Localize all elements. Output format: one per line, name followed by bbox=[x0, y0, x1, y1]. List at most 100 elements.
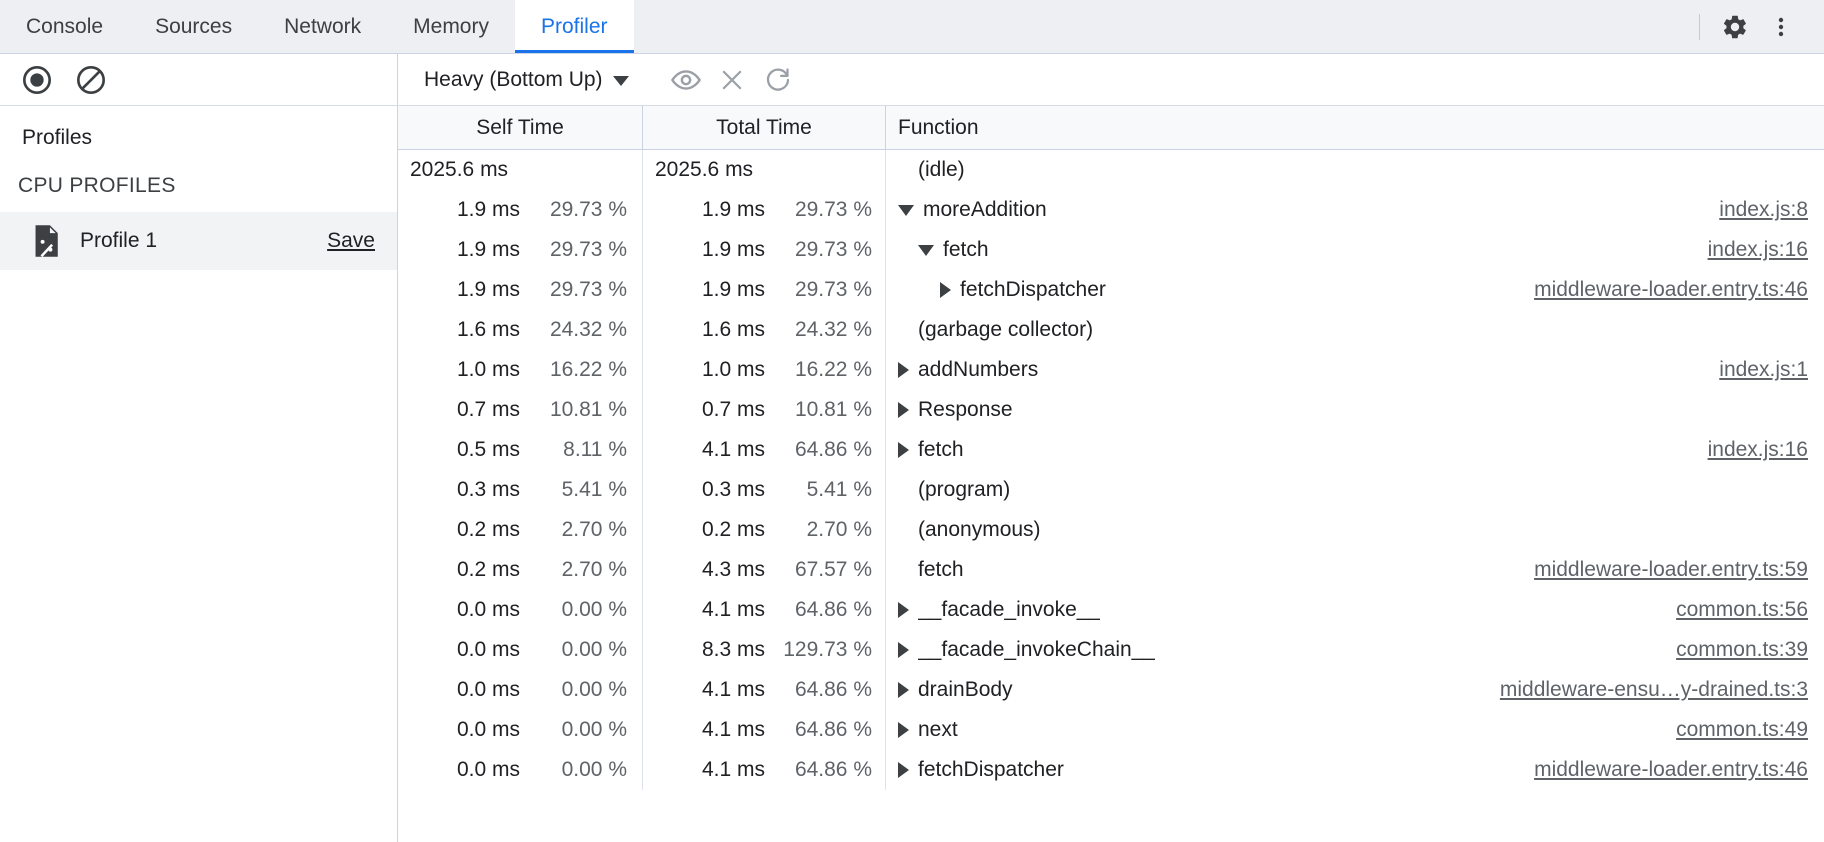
triangle-down-icon[interactable] bbox=[898, 204, 914, 216]
source-location-link[interactable]: common.ts:49 bbox=[1676, 718, 1808, 741]
self-time-value: 0.2 ms bbox=[456, 558, 520, 581]
source-location-link[interactable]: middleware-ensu…y-drained.ts:3 bbox=[1499, 678, 1808, 701]
self-time-value: 0.2 ms bbox=[456, 518, 520, 541]
table-row[interactable]: 1.9 ms 29.73 % 1.9 ms 29.73 % fetchDispatche… bbox=[398, 270, 1824, 310]
source-location-link[interactable]: middleware-loader.entry.ts:59 bbox=[1534, 558, 1808, 581]
total-time-percent: 10.81 % bbox=[794, 398, 872, 421]
cell-function: moreAddition index.js:8 bbox=[886, 190, 1824, 230]
self-time-percent: 0.00 % bbox=[561, 678, 627, 701]
self-time-value: 0.3 ms bbox=[456, 478, 520, 501]
table-row[interactable]: 1.9 ms 29.73 % 1.9 ms 29.73 % fetch index.js:… bbox=[398, 230, 1824, 270]
function-name: drainBody bbox=[918, 678, 1013, 701]
function-name: moreAddition bbox=[923, 198, 1047, 221]
function-name-wrapper: (garbage collector) bbox=[898, 318, 1808, 342]
column-header-function[interactable]: Function bbox=[898, 115, 979, 139]
triangle-right-icon[interactable] bbox=[898, 442, 909, 458]
cell-total-time: 4.3 ms 67.57 % bbox=[643, 550, 886, 590]
clear-prohibited-icon[interactable] bbox=[70, 59, 112, 101]
total-time-value: 4.1 ms bbox=[701, 758, 765, 781]
cell-self-time: 2025.6 ms bbox=[398, 150, 643, 190]
source-location-link[interactable]: index.js:16 bbox=[1707, 238, 1808, 261]
gear-icon[interactable] bbox=[1714, 6, 1756, 48]
table-row[interactable]: 0.2 ms 2.70 % 0.2 ms 2.70 % (anonymous) bbox=[398, 510, 1824, 550]
cell-self-time: 1.9 ms 29.73 % bbox=[398, 190, 643, 230]
cell-total-time: 8.3 ms 129.73 % bbox=[643, 630, 886, 670]
function-name: addNumbers bbox=[918, 358, 1039, 381]
self-time-percent: 29.73 % bbox=[549, 238, 627, 261]
source-location-link[interactable]: common.ts:56 bbox=[1676, 598, 1808, 621]
tab-memory[interactable]: Memory bbox=[413, 14, 489, 38]
total-time-value: 1.9 ms bbox=[701, 278, 765, 301]
table-row[interactable]: 0.0 ms 0.00 % 8.3 ms 129.73 % __facade_invok… bbox=[398, 630, 1824, 670]
save-profile-link[interactable]: Save bbox=[327, 229, 375, 252]
eye-icon[interactable] bbox=[665, 59, 707, 101]
function-name-wrapper: (idle) bbox=[898, 158, 1808, 182]
table-row[interactable]: 0.5 ms 8.11 % 4.1 ms 64.86 % fetch index.js:1… bbox=[398, 430, 1824, 470]
table-row[interactable]: 0.0 ms 0.00 % 4.1 ms 64.86 % next common.ts:4… bbox=[398, 710, 1824, 750]
triangle-right-icon[interactable] bbox=[898, 682, 909, 698]
function-name-wrapper: (anonymous) bbox=[898, 518, 1808, 542]
triangle-right-icon[interactable] bbox=[898, 762, 909, 778]
table-row[interactable]: 1.9 ms 29.73 % 1.9 ms 29.73 % moreAddition in… bbox=[398, 190, 1824, 230]
function-name-wrapper: fetchDispatcher bbox=[898, 278, 1506, 302]
cell-self-time: 0.0 ms 0.00 % bbox=[398, 670, 643, 710]
table-row[interactable]: 0.0 ms 0.00 % 4.1 ms 64.86 % fetchDispatcher… bbox=[398, 750, 1824, 790]
triangle-right-icon[interactable] bbox=[940, 282, 951, 298]
toolbar-divider bbox=[1699, 13, 1700, 40]
self-time-percent: 2.70 % bbox=[561, 518, 627, 541]
table-row[interactable]: 0.3 ms 5.41 % 0.3 ms 5.41 % (program) bbox=[398, 470, 1824, 510]
triangle-down-icon[interactable] bbox=[918, 244, 934, 256]
self-time-percent: 0.00 % bbox=[561, 718, 627, 741]
source-location-link[interactable]: middleware-loader.entry.ts:46 bbox=[1534, 278, 1808, 301]
tab-console[interactable]: Console bbox=[26, 14, 104, 38]
source-location-link[interactable]: index.js:16 bbox=[1707, 438, 1808, 461]
source-location-link[interactable]: index.js:8 bbox=[1719, 198, 1808, 221]
triangle-right-icon[interactable] bbox=[898, 602, 909, 618]
tab-network[interactable]: Network bbox=[284, 14, 362, 38]
total-time-value: 0.2 ms bbox=[701, 518, 765, 541]
tab-profiler[interactable]: Profiler bbox=[514, 0, 634, 53]
column-header-total-time[interactable]: Total Time bbox=[643, 106, 886, 149]
sidebar-item-profile-1[interactable]: Profile 1 Save bbox=[0, 212, 397, 270]
cell-total-time: 1.6 ms 24.32 % bbox=[643, 310, 886, 350]
record-circle-icon[interactable] bbox=[16, 59, 58, 101]
total-time-percent: 24.32 % bbox=[794, 318, 872, 341]
column-header-self-time[interactable]: Self Time bbox=[398, 106, 643, 149]
view-mode-label: Heavy (Bottom Up) bbox=[424, 67, 603, 91]
source-location-link[interactable]: middleware-loader.entry.ts:46 bbox=[1534, 758, 1808, 781]
cell-total-time: 1.0 ms 16.22 % bbox=[643, 350, 886, 390]
refresh-icon[interactable] bbox=[757, 59, 799, 101]
triangle-right-icon[interactable] bbox=[898, 722, 909, 738]
table-row[interactable]: 0.0 ms 0.00 % 4.1 ms 64.86 % __facade_invoke… bbox=[398, 590, 1824, 630]
total-time-value: 1.9 ms bbox=[701, 198, 765, 221]
total-time-value: 4.1 ms bbox=[701, 718, 765, 741]
tab-sources[interactable]: Sources bbox=[155, 14, 233, 38]
table-row[interactable]: 1.6 ms 24.32 % 1.6 ms 24.32 % (garbage colle… bbox=[398, 310, 1824, 350]
total-time-percent: 67.57 % bbox=[794, 558, 872, 581]
table-row[interactable]: 0.7 ms 10.81 % 0.7 ms 10.81 % Response bbox=[398, 390, 1824, 430]
triangle-right-icon[interactable] bbox=[898, 642, 909, 658]
table-row[interactable]: 1.0 ms 16.22 % 1.0 ms 16.22 % addNumbers inde… bbox=[398, 350, 1824, 390]
source-location-link[interactable]: index.js:1 bbox=[1719, 358, 1808, 381]
self-time-value: 1.9 ms bbox=[456, 198, 520, 221]
source-location-link[interactable]: common.ts:39 bbox=[1676, 638, 1808, 661]
profile-data-grid: Self Time Total Time Function 2025.6 ms 2… bbox=[398, 106, 1824, 842]
table-row[interactable]: 2025.6 ms 2025.6 ms (idle) bbox=[398, 150, 1824, 190]
self-time-value: 1.0 ms bbox=[456, 358, 520, 381]
triangle-right-icon[interactable] bbox=[898, 362, 909, 378]
view-mode-dropdown[interactable]: Heavy (Bottom Up) bbox=[414, 64, 639, 96]
cell-function: Response bbox=[886, 390, 1824, 430]
self-time-value: 0.7 ms bbox=[456, 398, 520, 421]
function-name: fetchDispatcher bbox=[960, 278, 1106, 301]
cell-self-time: 0.0 ms 0.00 % bbox=[398, 710, 643, 750]
table-row[interactable]: 0.2 ms 2.70 % 4.3 ms 67.57 % fetch middleware… bbox=[398, 550, 1824, 590]
self-time-value: 0.0 ms bbox=[456, 678, 520, 701]
total-time-percent: 29.73 % bbox=[794, 238, 872, 261]
table-row[interactable]: 0.0 ms 0.00 % 4.1 ms 64.86 % drainBody middle… bbox=[398, 670, 1824, 710]
total-time-percent: 16.22 % bbox=[794, 358, 872, 381]
triangle-right-icon[interactable] bbox=[898, 402, 909, 418]
close-x-icon[interactable] bbox=[711, 59, 753, 101]
total-time-percent: 2.70 % bbox=[806, 518, 872, 541]
more-vertical-icon[interactable] bbox=[1760, 6, 1802, 48]
